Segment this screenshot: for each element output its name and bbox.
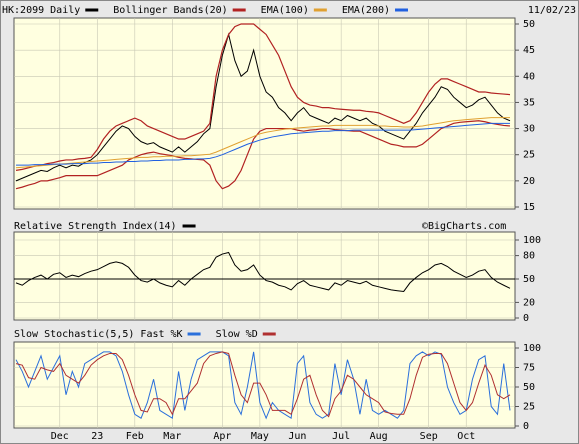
y-tick-label: 30: [523, 124, 535, 135]
legend-label: EMA(100): [261, 5, 309, 16]
y-tick-label: 100: [523, 343, 541, 354]
y-tick-label: 50: [523, 19, 535, 30]
x-tick-label: Mar: [163, 431, 181, 442]
x-tick-label: 23: [91, 431, 103, 442]
y-tick-label: 25: [523, 150, 535, 161]
legend-label: HK:2099 Daily: [2, 5, 80, 16]
y-tick-label: 15: [523, 202, 535, 213]
y-tick-label: 100: [523, 235, 541, 246]
legend-label: EMA(200): [342, 5, 390, 16]
y-tick-label: 50: [523, 382, 535, 393]
panel-title: Slow Stochastic(5,5): [14, 329, 134, 340]
bollinger-upper: [15, 23, 511, 171]
x-tick-label: May: [251, 431, 269, 442]
y-tick-label: 0: [523, 313, 529, 324]
series-line: [15, 251, 511, 293]
y-tick-label: 25: [523, 402, 535, 413]
legend-label: Fast %K: [140, 329, 182, 340]
y-tick-label: 45: [523, 45, 535, 56]
chart-date: 11/02/23: [528, 5, 576, 16]
y-tick-label: 50: [523, 274, 535, 285]
y-tick-label: 0: [523, 421, 529, 432]
y-tick-label: 80: [523, 251, 535, 262]
x-tick-label: Dec: [51, 431, 69, 442]
legend-label: Slow %D: [216, 329, 258, 340]
y-tick-label: 20: [523, 297, 535, 308]
x-tick-label: Apr: [213, 431, 231, 442]
source: ©BigCharts.com: [422, 221, 506, 232]
series-line: [15, 351, 511, 418]
bollinger-lower: [15, 120, 511, 190]
y-tick-label: 35: [523, 97, 535, 108]
series-line: [16, 122, 510, 166]
x-tick-label: Feb: [126, 431, 144, 442]
plot-area: [13, 17, 516, 210]
x-tick-label: Jul: [332, 431, 350, 442]
x-tick-label: Jun: [288, 431, 306, 442]
x-tick-label: Oct: [457, 431, 475, 442]
series-line: [15, 32, 511, 182]
legend-label: Bollinger Bands(20): [113, 5, 227, 16]
x-tick-label: Aug: [370, 431, 388, 442]
y-tick-label: 75: [523, 363, 535, 374]
y-tick-label: 20: [523, 176, 535, 187]
plot-area: [13, 231, 516, 321]
panel-title: Relative Strength Index(14): [14, 221, 177, 232]
series-line: [15, 117, 510, 169]
x-tick-label: Sep: [420, 431, 438, 442]
y-tick-label: 40: [523, 71, 535, 82]
